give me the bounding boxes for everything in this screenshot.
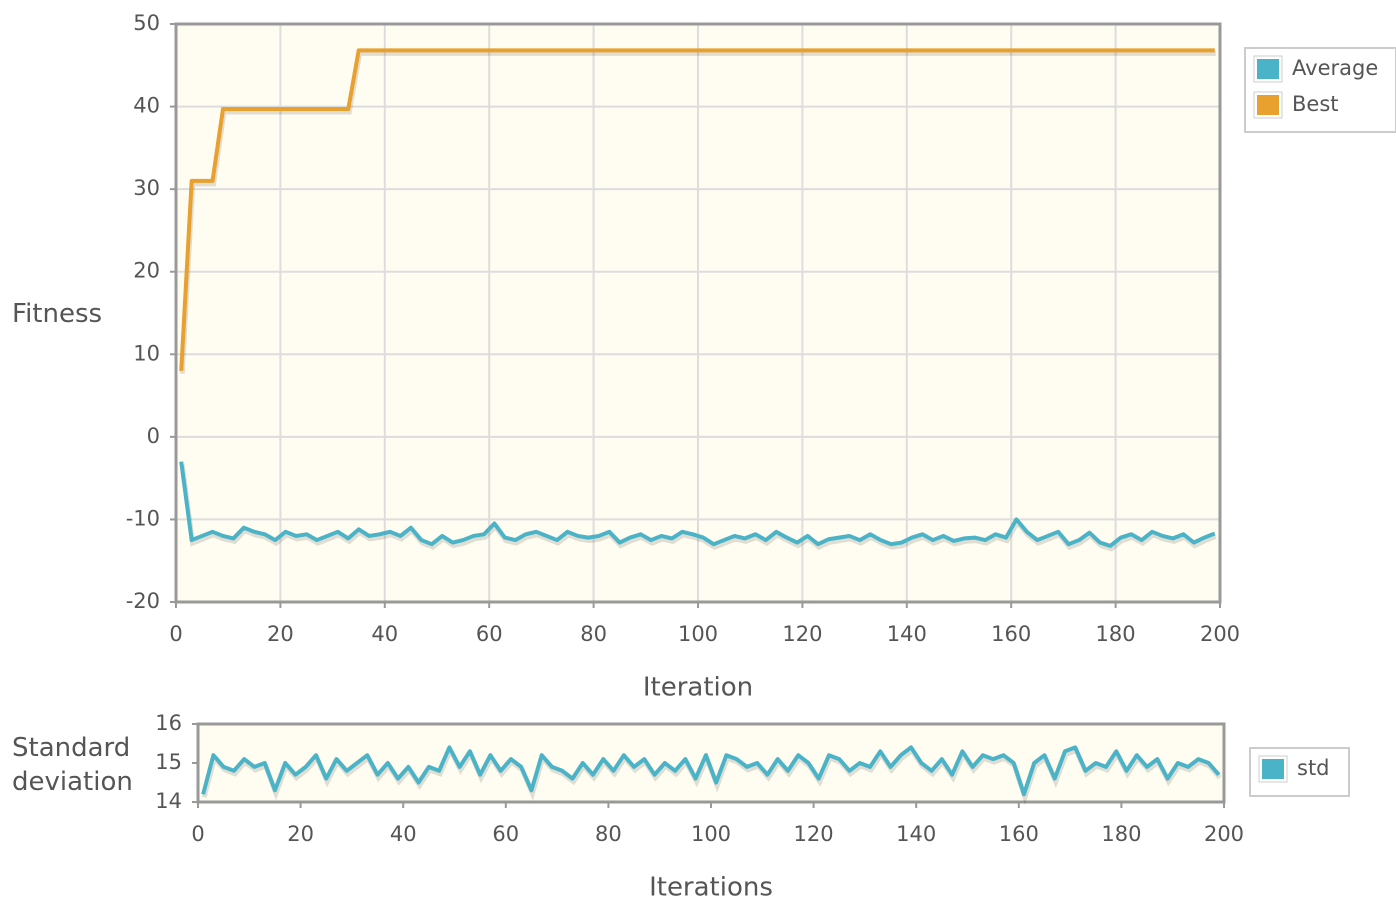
y-tick-label: 50 — [133, 11, 160, 35]
y-tick-label: 40 — [133, 94, 160, 118]
y-axis-label: Standard deviation — [12, 733, 133, 797]
x-tick-label: 200 — [1200, 622, 1240, 646]
x-tick-label: 160 — [991, 622, 1031, 646]
y-axis-label: Fitness — [12, 299, 103, 329]
x-tick-label: 20 — [287, 822, 314, 846]
x-tick-label: 0 — [191, 822, 204, 846]
plot-area — [198, 724, 1224, 802]
x-tick-label: 60 — [492, 822, 519, 846]
y-tick-label: 10 — [133, 341, 160, 365]
series-line — [179, 48, 1215, 371]
plot-border — [196, 722, 1226, 804]
x-tick-label: 160 — [999, 822, 1039, 846]
y-tick-label: 20 — [133, 259, 160, 283]
y-tick-label: 0 — [147, 424, 160, 448]
x-tick-label: 180 — [1096, 622, 1136, 646]
x-tick-label: 80 — [595, 822, 622, 846]
y-tick-label: 14 — [155, 789, 182, 813]
legend-swatch — [1257, 59, 1279, 79]
x-tick-label: 200 — [1204, 822, 1244, 846]
x-axis-label: Iterations — [649, 873, 773, 903]
x-tick-label: 120 — [782, 622, 822, 646]
series-line — [179, 461, 1216, 548]
x-tick-label: 100 — [678, 622, 718, 646]
legend-swatch — [1257, 95, 1279, 115]
y-tick-label: 15 — [155, 750, 182, 774]
y-tick-label: 16 — [155, 711, 182, 735]
x-tick-label: 0 — [169, 622, 182, 646]
x-tick-label: 140 — [887, 622, 927, 646]
x-axis-label: Iteration — [643, 673, 753, 703]
x-tick-label: 20 — [267, 622, 294, 646]
x-tick-label: 80 — [580, 622, 607, 646]
y-tick-label: -20 — [126, 589, 160, 613]
x-tick-label: 180 — [1101, 822, 1141, 846]
x-tick-label: 40 — [371, 622, 398, 646]
series-line — [201, 745, 1221, 797]
plot-border — [174, 22, 1222, 604]
legend-label: Average — [1292, 56, 1378, 80]
y-tick-label: 30 — [133, 176, 160, 200]
x-tick-label: 100 — [691, 822, 731, 846]
x-tick-label: 120 — [794, 822, 834, 846]
x-tick-label: 140 — [896, 822, 936, 846]
y-tick-label: -10 — [126, 506, 160, 530]
series-shadow — [179, 464, 1217, 552]
x-tick-label: 60 — [476, 622, 503, 646]
legend-swatch — [1262, 759, 1284, 779]
legend-label: std — [1297, 756, 1330, 780]
legend-label: Best — [1292, 92, 1339, 116]
x-tick-label: 40 — [390, 822, 417, 846]
